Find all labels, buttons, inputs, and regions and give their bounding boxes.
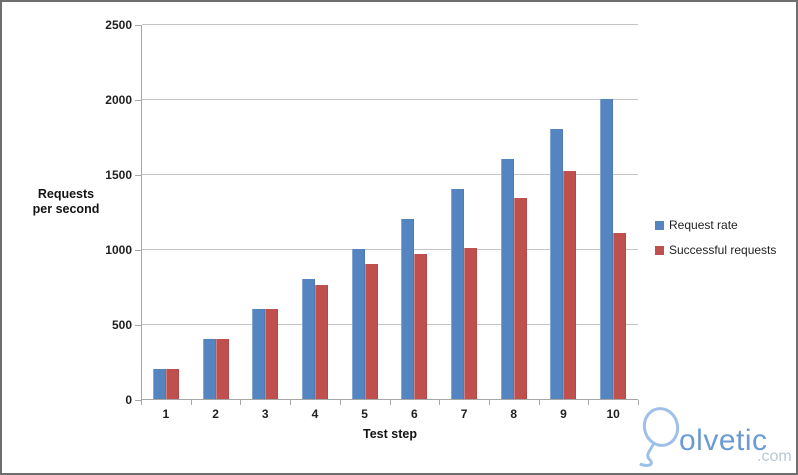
x-tick-label-8: 8 [510,407,518,421]
bar-successful-requests-step-2 [215,339,229,399]
x-tick-mark-5 [389,400,391,405]
y-tick-label-1000: 1000 [105,243,132,257]
legend-swatch-1 [655,245,664,255]
y-tick-mark-2000 [135,99,141,101]
logo-text: olvetic [679,424,768,457]
x-tick-label-3: 3 [261,407,269,421]
gridline-1500 [142,174,638,175]
x-tick-label-2: 2 [212,407,219,421]
plot-area [141,24,638,400]
y-tick-label-2500: 2500 [105,18,132,32]
y-tick-label-2000: 2000 [105,93,132,107]
x-tick-mark-7 [488,400,490,405]
y-tick-label-1500: 1500 [105,168,132,182]
x-tick-label-5: 5 [361,407,368,421]
y-axis-title-line2: per second [32,202,100,216]
x-tick-mark-8 [538,400,540,405]
bar-request-rate-step-5 [351,249,365,399]
x-axis-title: Test step [363,427,417,441]
y-axis-title: Requests per second [14,187,118,217]
x-tick-label-4: 4 [311,407,319,421]
x-tick-label-10: 10 [606,407,620,421]
solvetic-logo: olvetic .com [635,402,796,472]
x-tick-label-7: 7 [460,407,468,421]
bar-successful-requests-step-1 [165,369,179,399]
x-tick-mark-1 [190,400,192,405]
bar-successful-requests-step-8 [513,198,527,399]
x-tick-mark-4 [339,400,341,405]
legend-item-successful-requests: Successful requests [655,243,776,257]
gridline-1000 [142,249,638,250]
bar-successful-requests-step-4 [314,285,328,399]
x-tick-label-6: 6 [411,407,418,421]
gridline-2000 [142,99,638,100]
bar-request-rate-step-2 [202,339,216,399]
x-tick-mark-2 [240,400,242,405]
lightbulb-icon [639,407,680,467]
bar-request-rate-step-1 [152,369,166,399]
legend-label-0: Request rate [669,218,738,232]
y-tick-mark-0 [135,399,141,401]
y-axis-title-line1: Requests [37,187,95,201]
x-tick-mark-9 [588,400,590,405]
bar-request-rate-step-6 [401,219,415,399]
y-tick-label-500: 500 [111,318,132,332]
bar-successful-requests-step-9 [563,171,577,399]
y-tick-mark-1500 [135,174,141,176]
y-tick-mark-2500 [135,24,141,26]
bar-successful-requests-step-10 [613,232,627,399]
bar-successful-requests-step-7 [464,247,478,399]
bar-request-rate-step-3 [252,309,266,399]
x-tick-mark-3 [290,400,292,405]
bar-request-rate-step-7 [451,189,465,399]
bar-successful-requests-step-6 [414,253,428,399]
bar-request-rate-step-9 [550,129,564,399]
legend-label-1: Successful requests [669,243,777,257]
y-tick-label-0: 0 [125,393,132,407]
bar-request-rate-step-10 [600,99,614,399]
y-tick-mark-1000 [135,249,141,251]
legend-swatch-0 [655,220,664,230]
x-tick-label-1: 1 [162,407,170,421]
bar-request-rate-step-8 [500,159,514,399]
x-tick-mark-10 [638,400,639,405]
gridline-500 [142,324,638,325]
y-tick-mark-500 [135,324,141,326]
legend-item-request-rate: Request rate [655,218,776,232]
x-tick-mark-0 [141,400,142,405]
bar-request-rate-step-4 [301,279,315,399]
x-tick-label-9: 9 [560,407,567,421]
logo-suffix: .com [757,448,792,465]
legend: Request rate Successful requests [655,218,776,268]
bar-successful-requests-step-5 [364,264,378,399]
gridline-2500 [142,24,638,25]
x-tick-mark-6 [439,400,441,405]
bar-successful-requests-step-3 [265,309,279,399]
